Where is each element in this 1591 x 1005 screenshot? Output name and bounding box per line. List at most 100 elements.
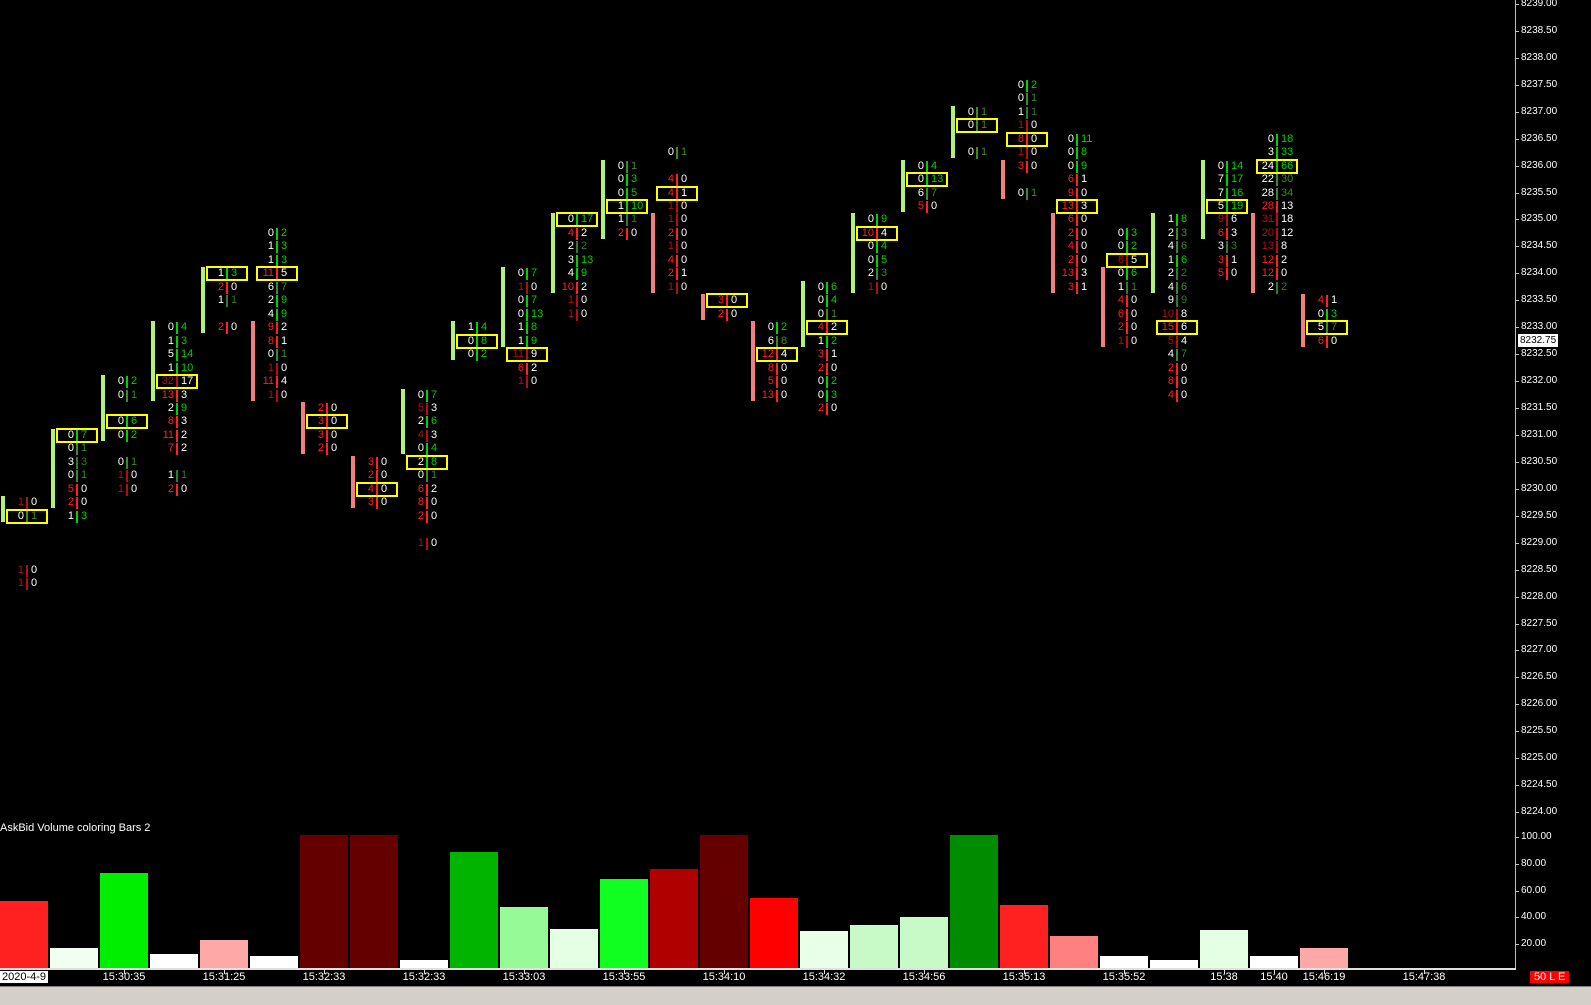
time-axis <box>0 968 1516 970</box>
ask-volume: 0 <box>1131 334 1138 347</box>
ask-volume: 9 <box>581 267 588 280</box>
ask-volume: 7 <box>81 428 88 441</box>
poc-box <box>756 347 798 363</box>
price-tick-label: 8231.00 <box>1521 428 1558 440</box>
cell-divider <box>1176 254 1178 267</box>
time-tick-label: 15:30:35 <box>102 971 146 983</box>
ask-volume: 0 <box>731 294 738 307</box>
cell-divider <box>1176 295 1178 308</box>
bid-volume: 31 <box>1261 213 1274 226</box>
bid-volume: 6 <box>1067 173 1074 186</box>
footprint-cell: 13 0 <box>747 389 807 402</box>
volume-bar <box>1000 904 1049 969</box>
time-tick-label: 15:35:13 <box>1002 971 1046 983</box>
bid-volume: 1 <box>17 496 24 509</box>
cell-divider <box>1176 227 1178 240</box>
candle-up <box>501 267 505 347</box>
horizontal-scrollbar[interactable] <box>0 986 1591 1005</box>
cell-divider <box>676 147 678 160</box>
bid-volume: 1 <box>217 294 224 307</box>
ask-volume: 0 <box>1031 146 1038 159</box>
bid-volume: 6 <box>1217 226 1224 239</box>
bid-volume: 0 <box>67 469 74 482</box>
poc-box <box>206 266 248 282</box>
footprint-cell: 12 4 <box>747 348 807 362</box>
ask-volume: 19 <box>1231 200 1244 212</box>
volume-tick-label: 40.00 <box>1521 911 1547 923</box>
volume-bar <box>550 928 599 969</box>
cell-divider <box>676 174 678 187</box>
cell-divider <box>376 497 378 510</box>
cell-divider <box>1276 214 1278 227</box>
ask-volume: 0 <box>1081 240 1088 253</box>
cell-divider <box>926 160 928 173</box>
footprint-cell: 11 5 <box>247 267 307 281</box>
ask-volume: 2 <box>1031 78 1038 91</box>
ask-volume: 4 <box>481 321 488 334</box>
ask-volume: 6 <box>1231 213 1238 226</box>
cell-divider <box>426 416 428 429</box>
bid-volume: 0 <box>617 159 624 172</box>
bid-volume: 2 <box>167 402 174 415</box>
time-tick-mark <box>1124 969 1125 974</box>
ask-volume: 17 <box>581 213 594 226</box>
last-price-label: 8232.75 <box>1518 334 1559 347</box>
ask-volume: 0 <box>1081 226 1088 239</box>
poc-box <box>1256 158 1298 174</box>
price-tick-mark <box>1515 596 1519 598</box>
cell-divider <box>526 376 528 389</box>
time-tick-label: 15:34:56 <box>902 971 946 983</box>
ask-volume: 0 <box>431 536 438 549</box>
cell-divider <box>776 362 778 375</box>
cell-divider <box>726 295 728 308</box>
bid-volume: 0 <box>1017 92 1024 105</box>
ask-volume: 2 <box>1181 267 1188 280</box>
bid-volume: 3 <box>367 455 374 468</box>
bid-volume: 2 <box>867 267 874 280</box>
bid-volume: 1 <box>167 469 174 482</box>
bid-volume: 0 <box>117 388 124 401</box>
price-tick-mark <box>1515 677 1519 679</box>
price-tick-mark <box>1515 57 1519 59</box>
cell-divider <box>576 268 578 281</box>
cell-divider <box>526 335 528 348</box>
ask-volume: 1 <box>181 469 188 482</box>
bid-volume: 10 <box>861 226 874 239</box>
cell-divider <box>1276 133 1278 146</box>
footprint-cell: 13 3 <box>1047 267 1107 281</box>
ask-volume: 1 <box>1331 294 1338 307</box>
volume-bar <box>450 852 499 969</box>
mode-badge[interactable]: 50 L E <box>1530 971 1570 983</box>
cell-divider <box>26 564 28 577</box>
cell-divider <box>1276 187 1278 200</box>
cell-divider <box>1276 201 1278 213</box>
cell-divider <box>676 227 678 240</box>
cell-divider <box>126 470 128 483</box>
bid-volume: 0 <box>867 253 874 266</box>
cell-divider <box>126 416 128 429</box>
ask-volume: 14 <box>181 348 194 361</box>
volume-tick-mark <box>1515 890 1519 892</box>
price-tick-mark <box>1515 623 1519 625</box>
bid-volume: 4 <box>1167 348 1174 361</box>
ask-volume: 1 <box>1081 173 1088 186</box>
price-tick-label: 8239.00 <box>1521 0 1558 9</box>
